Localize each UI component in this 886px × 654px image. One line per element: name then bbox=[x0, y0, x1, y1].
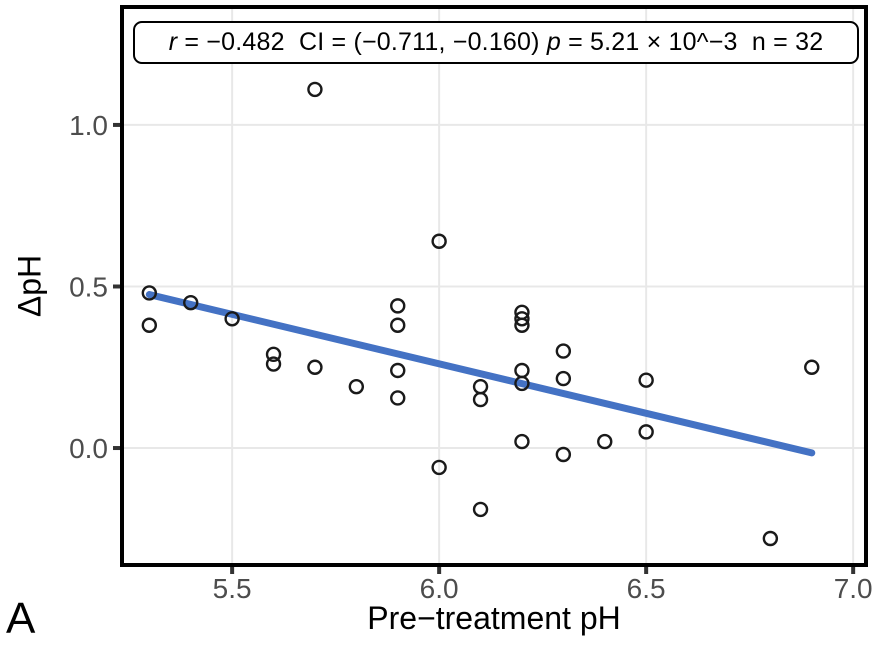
data-point bbox=[762, 530, 779, 547]
data-point bbox=[514, 362, 530, 379]
data-point bbox=[555, 343, 572, 359]
data-point bbox=[224, 311, 240, 327]
data-point bbox=[390, 317, 406, 333]
regression-line bbox=[145, 291, 816, 457]
panel-letter: A bbox=[6, 594, 36, 643]
y-tick-label: 0.5 bbox=[69, 271, 108, 302]
x-axis-title: Pre−treatment pH bbox=[367, 600, 621, 636]
data-point bbox=[431, 459, 447, 476]
stat-p-symbol: p bbox=[546, 28, 561, 56]
stat-p-n-text: = 5.21 × 10^−3 n = 32 bbox=[560, 28, 824, 56]
data-point bbox=[555, 370, 572, 387]
y-axis-title: ΔpH bbox=[11, 254, 48, 318]
data-point bbox=[348, 378, 365, 395]
data-point bbox=[638, 372, 654, 388]
data-point bbox=[555, 446, 572, 463]
data-point bbox=[472, 391, 489, 408]
data-point bbox=[390, 298, 406, 314]
data-point bbox=[638, 424, 654, 440]
data-point bbox=[141, 285, 158, 301]
y-tick-label: 1.0 bbox=[69, 110, 108, 141]
x-tick-label: 5.5 bbox=[213, 573, 252, 604]
stat-r-ci-text: = −0.482 CI = (−0.711, −0.160) bbox=[177, 28, 547, 56]
data-point bbox=[514, 311, 530, 327]
panel-border bbox=[120, 5, 868, 567]
data-point bbox=[597, 433, 613, 450]
x-tick-label: 7.0 bbox=[834, 573, 873, 604]
data-point bbox=[265, 346, 282, 363]
data-point bbox=[514, 375, 530, 392]
data-point bbox=[431, 233, 447, 249]
data-point bbox=[307, 81, 323, 98]
data-point bbox=[514, 317, 530, 333]
data-point bbox=[804, 359, 820, 375]
data-point bbox=[390, 362, 406, 379]
data-point bbox=[307, 359, 323, 375]
data-point bbox=[472, 501, 489, 518]
data-point bbox=[141, 317, 158, 333]
data-point bbox=[265, 356, 282, 372]
data-point bbox=[390, 390, 406, 406]
x-tick-label: 6.0 bbox=[420, 573, 459, 604]
data-point bbox=[472, 378, 489, 395]
stats-annotation-box: r = −0.482 CI = (−0.711, −0.160) p = 5.2… bbox=[133, 21, 859, 64]
stat-r-symbol: r bbox=[168, 28, 178, 56]
y-tick-label: 0.0 bbox=[69, 433, 108, 464]
data-point bbox=[514, 433, 530, 450]
x-tick-label: 6.5 bbox=[627, 573, 666, 604]
data-point bbox=[183, 294, 199, 311]
